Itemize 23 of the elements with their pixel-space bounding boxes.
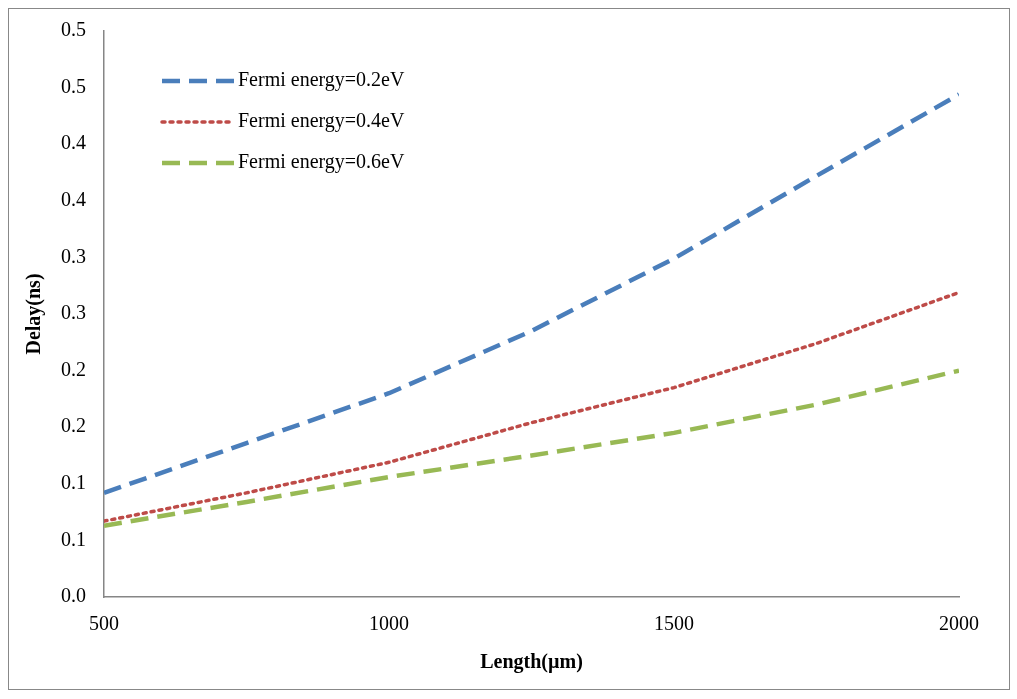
line-series	[104, 290, 959, 523]
y-tick-label: 0.4	[61, 188, 86, 211]
y-tick-label: 0.3	[61, 301, 86, 324]
y-tick-label: 0.2	[61, 357, 86, 380]
x-tick-label: 500	[89, 612, 119, 635]
y-tick-label: 0.4	[61, 131, 86, 154]
x-tick-label: 1000	[369, 612, 409, 635]
y-tick-label: 0.3	[61, 244, 86, 267]
legend-label: Fermi energy=0.4eV	[238, 109, 405, 133]
line-series	[104, 92, 959, 496]
legend-label: Fermi energy=0.6eV	[238, 150, 405, 174]
y-tick-label: 0.0	[61, 584, 86, 607]
y-tick-label: 0.2	[61, 414, 86, 437]
y-tick-label: 0.1	[61, 527, 86, 550]
line-series	[104, 368, 959, 528]
y-tick-label: 0.5	[61, 18, 86, 41]
x-tick-label: 1500	[654, 612, 694, 635]
y-axis-title: Delay(ns)	[22, 273, 46, 355]
x-axis-title: Length(µm)	[480, 650, 583, 674]
legend-label: Fermi energy=0.2eV	[238, 68, 405, 92]
y-tick-label: 0.1	[61, 471, 86, 494]
x-tick-label: 2000	[939, 612, 979, 635]
y-tick-label: 0.5	[61, 74, 86, 97]
